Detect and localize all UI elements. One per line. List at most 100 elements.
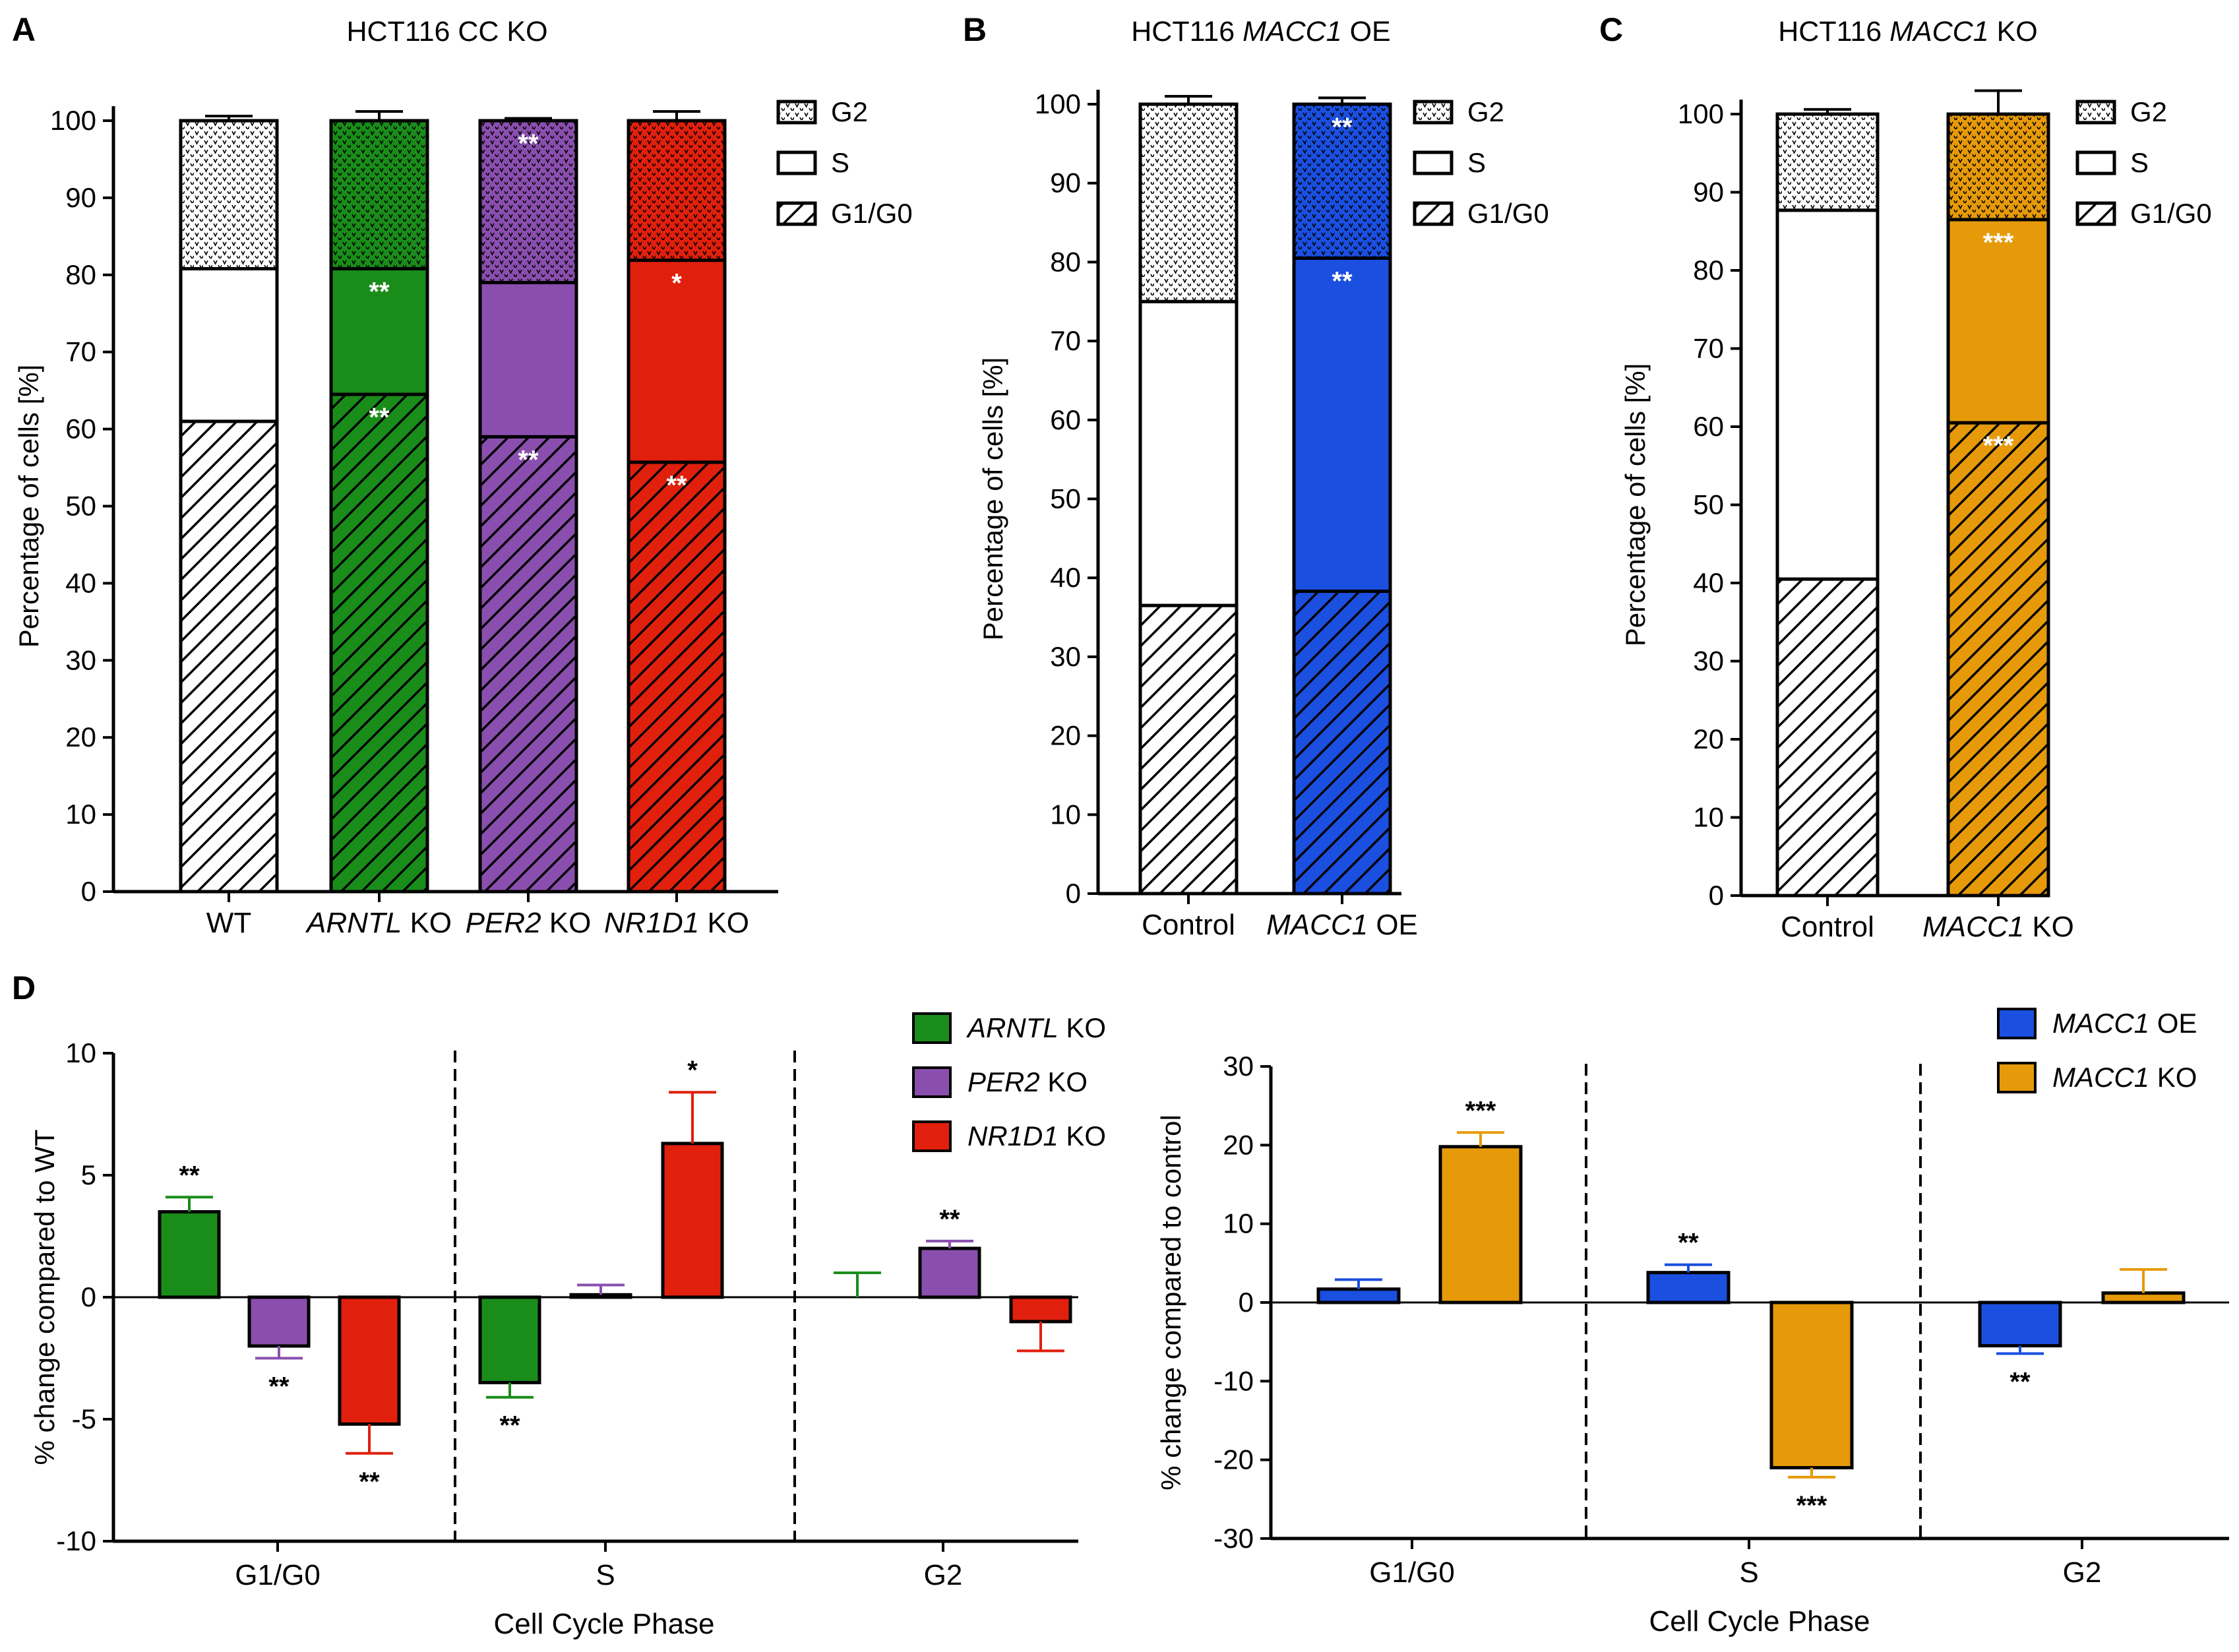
legend-item-g1-g0: G1/G0 xyxy=(1413,198,1549,229)
y-tick-label: 100 xyxy=(50,105,96,136)
significance-label: *** xyxy=(1983,228,2014,257)
bar-per2-ko-g1-g0 xyxy=(478,435,578,894)
bar-g2-macc1-oe xyxy=(1978,1300,2062,1348)
bar-dots xyxy=(629,121,725,260)
significance-label: *** xyxy=(1796,1491,1827,1520)
significance-label: ** xyxy=(359,1467,380,1496)
x-tick-label: MACC1 KO xyxy=(1922,911,2074,943)
legend-item-arntl-ko: ARNTL KO xyxy=(912,1012,1106,1044)
y-tick-label: 10 xyxy=(1223,1208,1254,1239)
y-tick-label: 0 xyxy=(1239,1287,1254,1318)
legend-item-g1-g0: G1/G0 xyxy=(776,198,913,229)
bar-wt-g2 xyxy=(179,119,279,270)
x-tick-label: Control xyxy=(1781,911,1874,943)
legend-swatch-hatch xyxy=(1415,203,1452,224)
panel-b-chart: HCT116 MACC1 OE 0 10 20 30 40 50 60 70 80 90 100 Per… xyxy=(977,16,1549,941)
bar-fill xyxy=(181,268,277,421)
significance-label: ** xyxy=(1678,1229,1699,1258)
panel-a-chart: HCT116 CC KO 0 10 20 30 40 50 60 70 80 90 100 Percen… xyxy=(13,16,913,939)
y-tick-label: 10 xyxy=(1050,799,1081,830)
bar-g1-g0-arntl-ko xyxy=(158,1210,221,1299)
y-tick-label: 70 xyxy=(65,336,96,367)
bar-wt-s xyxy=(179,266,279,423)
legend-label: G2 xyxy=(1467,96,1504,127)
chart-title: HCT116 MACC1 OE xyxy=(1131,16,1390,47)
legend-item-s: S xyxy=(1413,147,1486,178)
legend-swatch-hatch xyxy=(778,203,815,224)
bar-hatch xyxy=(629,462,725,892)
x-tick-label: ARNTL KO xyxy=(305,907,452,939)
legend-label: S xyxy=(831,147,849,178)
legend-label: ARNTL KO xyxy=(966,1012,1106,1043)
y-tick-label: 20 xyxy=(1223,1129,1254,1160)
y-tick-label: 60 xyxy=(65,413,96,444)
bar-macc1-ko-s xyxy=(1946,218,2050,425)
y-tick-label: 40 xyxy=(1050,562,1081,593)
y-tick-label: 0 xyxy=(1709,880,1724,911)
bar-g1-g0-per2-ko xyxy=(247,1295,311,1348)
bar-s-macc1-oe xyxy=(1646,1271,1731,1304)
bar-hatch xyxy=(1777,579,1878,896)
bar-fill xyxy=(1777,210,1878,580)
legend-item-g2: G2 xyxy=(1413,96,1504,127)
legend-swatch xyxy=(778,152,815,173)
y-tick-label: 100 xyxy=(1678,98,1724,129)
x-tick-label: G1/G0 xyxy=(1369,1556,1455,1589)
legend-swatch-dots xyxy=(1415,102,1452,123)
bar-nr1d1-ko-s xyxy=(627,259,727,464)
bar-dots xyxy=(181,121,277,269)
significance-label: ** xyxy=(268,1372,290,1401)
y-tick-label: 30 xyxy=(1223,1051,1254,1082)
bar-arntl-ko-g1-g0 xyxy=(329,392,429,894)
legend-label: G1/G0 xyxy=(2130,198,2212,229)
bar-s-macc1-ko xyxy=(1769,1300,1854,1470)
x-axis-label: Cell Cycle Phase xyxy=(493,1608,714,1640)
panel-letter-a: A xyxy=(12,11,36,48)
bar-dots xyxy=(1777,114,1878,210)
y-tick-label: 60 xyxy=(1050,404,1081,435)
y-tick-label: 70 xyxy=(1693,333,1724,364)
y-tick-label: -30 xyxy=(1213,1523,1254,1554)
significance-label: ** xyxy=(179,1161,200,1190)
bar-macc1-oe-s xyxy=(1292,256,1392,594)
y-tick-label: 20 xyxy=(1050,720,1081,751)
legend-item-nr1d1-ko: NR1D1 KO xyxy=(912,1120,1106,1152)
y-axis-label: % change compared to control xyxy=(1155,1115,1186,1490)
bar-s-arntl-ko xyxy=(478,1295,541,1384)
legend-item-s: S xyxy=(776,147,849,178)
legend-label: G2 xyxy=(831,96,868,127)
legend-item-g2: G2 xyxy=(776,96,868,127)
legend-swatch-hatch xyxy=(2077,203,2114,224)
significance-label: ** xyxy=(369,403,390,432)
bar-arntl-ko-s xyxy=(329,266,429,396)
y-tick-label: 5 xyxy=(81,1159,96,1190)
bar-macc1-oe-g1-g0 xyxy=(1292,590,1392,896)
x-tick-label: G1/G0 xyxy=(235,1559,321,1591)
panel-d-left-chart: -10 -5 0 5 10 % change compared to WT ** ** ** G1… xyxy=(29,1012,1106,1640)
bar-control-g2 xyxy=(1138,102,1239,303)
y-tick-label: 90 xyxy=(65,182,96,213)
legend-swatch-outline xyxy=(2075,150,2116,175)
y-tick-label: 90 xyxy=(1050,168,1081,199)
significance-label: * xyxy=(687,1056,698,1085)
legend-swatch-outline xyxy=(776,150,817,175)
legend-swatch-dots xyxy=(2077,102,2114,123)
y-tick-label: 30 xyxy=(1050,641,1081,672)
bar-fill xyxy=(1140,301,1237,606)
x-axis-label: Cell Cycle Phase xyxy=(1649,1605,1870,1637)
significance-label: ** xyxy=(1332,113,1353,142)
y-tick-label: 50 xyxy=(1050,483,1081,514)
bar-dots xyxy=(1140,104,1237,302)
significance-label: *** xyxy=(1465,1096,1496,1125)
x-tick-label: Control xyxy=(1142,909,1235,941)
y-axis-label: % change compared to WT xyxy=(29,1130,60,1465)
y-tick-label: 80 xyxy=(65,259,96,290)
bar-g1-g0-nr1d1-ko xyxy=(338,1295,401,1426)
bar-per2-ko-g2 xyxy=(478,119,578,284)
panel-letter-d: D xyxy=(12,969,36,1006)
bar-hatch xyxy=(480,437,576,892)
bar-nr1d1-ko-g2 xyxy=(627,119,727,262)
x-tick-label: S xyxy=(596,1559,615,1591)
panel-d-right-chart: -30 -20 -10 0 10 20 30 % change compared to con… xyxy=(1155,1008,2229,1637)
legend-label: G1/G0 xyxy=(831,198,913,229)
